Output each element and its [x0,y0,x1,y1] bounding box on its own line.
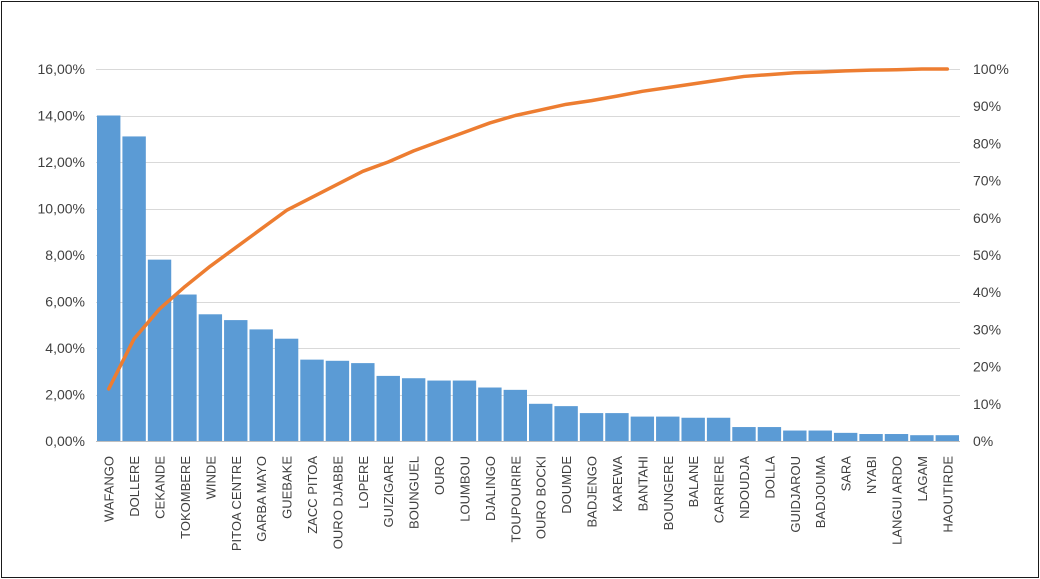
bar [173,294,197,441]
right-tick-label: 40% [973,284,1001,300]
category-label: CARRIERE [712,456,727,524]
bar [249,329,273,441]
category-label: GUEBAKE [280,456,295,519]
category-label: BADJENGO [585,456,600,528]
category-labels: WAFANGO DOLLERE CEKANDE TOKOMBERE WINDE PITOA… [102,456,956,551]
category-label: BOUNGERE [661,456,676,531]
left-tick-label: 12,00% [38,154,85,170]
category-label: ZACC PITOA [305,456,320,534]
right-tick-label: 20% [973,359,1001,375]
right-tick-label: 100% [973,61,1009,77]
right-tick-label: 50% [973,247,1001,263]
bar [910,435,934,441]
bar [529,403,553,441]
category-label: GARBA MAYO [254,456,269,542]
right-axis-tick-labels: 0% 10% 20% 30% 40% 50% 60% 70% 80% 90% 100% [973,61,1009,449]
category-label: BOUNGUEL [407,456,422,529]
bar [351,363,375,441]
left-axis-tick-labels: 0,00% 2,00% 4,00% 6,00% 8,00% 10,00% 12,00% 14,… [38,61,85,449]
right-tick-label: 0% [973,433,993,449]
bar [833,432,858,441]
category-label: TOUPOURIRE [508,456,523,543]
left-tick-label: 16,00% [38,61,85,77]
bar [554,406,578,442]
right-tick-label: 70% [973,173,1001,189]
bar [630,416,655,441]
cumulative-line [106,67,950,391]
category-label: CEKANDE [153,456,168,519]
bar [783,430,807,441]
category-label: BANTAHI [635,456,650,511]
bar [706,417,731,441]
right-tick-label: 60% [973,210,1001,226]
bar [325,360,350,441]
bar [681,417,705,441]
category-label: LOPERE [356,456,371,509]
category-label: KAREWA [610,456,625,512]
right-tick-label: 90% [973,98,1001,114]
category-label: DJALINGO [483,456,498,521]
category-label: OURO [432,456,447,495]
bar [427,380,451,441]
bar [732,427,756,441]
bar [605,413,629,441]
category-label: WAFANGO [102,456,117,522]
category-label: LANGUI ARDO [889,456,904,545]
bar [224,320,248,441]
left-tick-label: 8,00% [45,247,85,263]
bar [198,314,223,441]
category-label: OURO DJABBE [330,456,345,550]
category-label: HAOUTIRDE [940,456,955,533]
bar [122,136,146,441]
bar [579,413,604,441]
bar [274,338,299,441]
cumulative-line-series [106,67,950,391]
category-label: DOLLERE [127,456,142,517]
category-label: BALANE [686,456,701,508]
category-label: NYABI [864,456,879,494]
category-label: NDOUDJA [737,456,752,519]
left-tick-label: 4,00% [45,340,85,356]
category-label: BADJOUMA [813,456,828,529]
bar [935,435,959,441]
category-label: WINDE [203,456,218,500]
category-label: OURO BOCKI [534,456,549,539]
left-tick-label: 10,00% [38,201,85,217]
category-label: DOUMDE [559,456,574,514]
right-tick-label: 30% [973,321,1001,337]
bar [147,259,172,441]
bar [884,434,909,441]
bar [478,387,502,441]
bar [503,389,527,441]
bar [859,434,883,441]
left-tick-label: 6,00% [45,294,85,310]
bar [452,380,477,441]
right-tick-label: 80% [973,135,1001,151]
bar [656,416,680,441]
category-label: TOKOMBERE [178,456,193,539]
bar-series [97,115,959,442]
category-label: GUIDJAROU [788,456,803,533]
category-label: SARA [839,456,854,492]
category-label: PITOA CENTRE [229,456,244,551]
bar [376,375,400,441]
category-label: LOUMBOU [457,456,472,522]
bar [808,430,832,441]
category-label: LAGAM [915,456,930,502]
bar [757,427,782,441]
bar [97,115,121,441]
category-label: GUIZIGARE [381,456,396,528]
category-label: DOLLA [762,456,777,499]
left-tick-label: 2,00% [45,387,85,403]
left-tick-label: 0,00% [45,433,85,449]
right-tick-label: 10% [973,396,1001,412]
left-tick-label: 14,00% [38,108,85,124]
bar [401,378,426,441]
bar [300,359,324,442]
